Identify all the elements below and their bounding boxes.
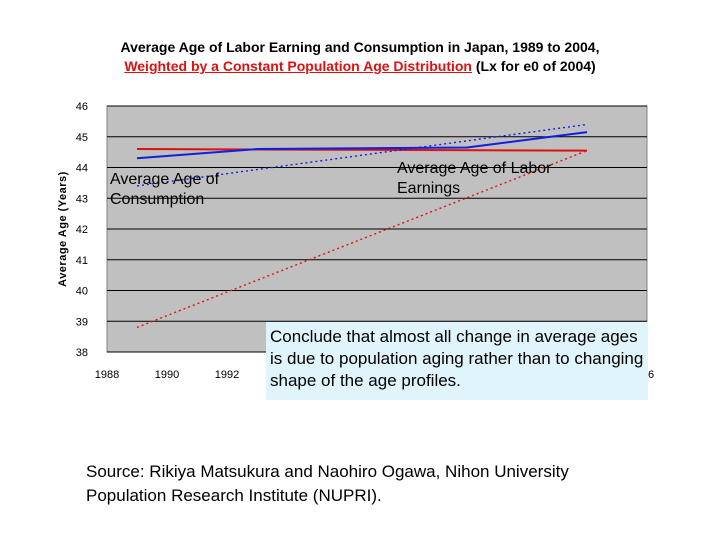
chart-title-rest: (Lx for e0 of 2004) — [471, 58, 596, 74]
series-line-1 — [136, 148, 588, 152]
y-tick-label: 44 — [76, 163, 88, 175]
x-axis-ticks: 1988 1990 1992 6 — [95, 369, 654, 381]
source-text: Source: Rikiya Matsukura and Naohiro Oga… — [86, 462, 569, 505]
x-tick-label: 6 — [648, 369, 654, 381]
series-line-2 — [136, 131, 588, 160]
conclusion-note: Conclude that almost all change in avera… — [266, 322, 648, 400]
y-tick-label: 46 — [76, 101, 88, 113]
annotation-labor-earnings: Average Age of Labor Earnings — [397, 160, 552, 197]
y-tick-label: 39 — [76, 316, 88, 328]
x-tick-label: 1992 — [215, 369, 239, 381]
series-line-4 — [136, 123, 588, 187]
y-tick-label: 43 — [76, 193, 88, 205]
chart-title-red-part: Weighted by a Constant Population Age Di… — [124, 58, 472, 74]
chart-title: Average Age of Labor Earning and Consump… — [0, 38, 720, 76]
y-tick-label: 40 — [76, 286, 88, 298]
series-line-3 — [136, 149, 588, 329]
y-axis-ticks: 38 39 40 41 42 43 44 45 46 — [76, 101, 88, 359]
x-tick-label: 1990 — [155, 369, 179, 381]
chart-title-line2: Weighted by a Constant Population Age Di… — [0, 57, 720, 76]
y-tick-label: 41 — [76, 255, 88, 267]
series-lines — [136, 123, 588, 329]
y-tick-label: 38 — [76, 347, 88, 359]
annotation-consumption: Average Age of Consumption — [110, 171, 220, 208]
y-tick-label: 42 — [76, 224, 88, 236]
y-axis-label: Average Age (Years) — [57, 171, 69, 287]
chart-title-line1: Average Age of Labor Earning and Consump… — [120, 39, 600, 55]
y-tick-label: 45 — [76, 132, 88, 144]
x-tick-label: 1988 — [95, 369, 119, 381]
